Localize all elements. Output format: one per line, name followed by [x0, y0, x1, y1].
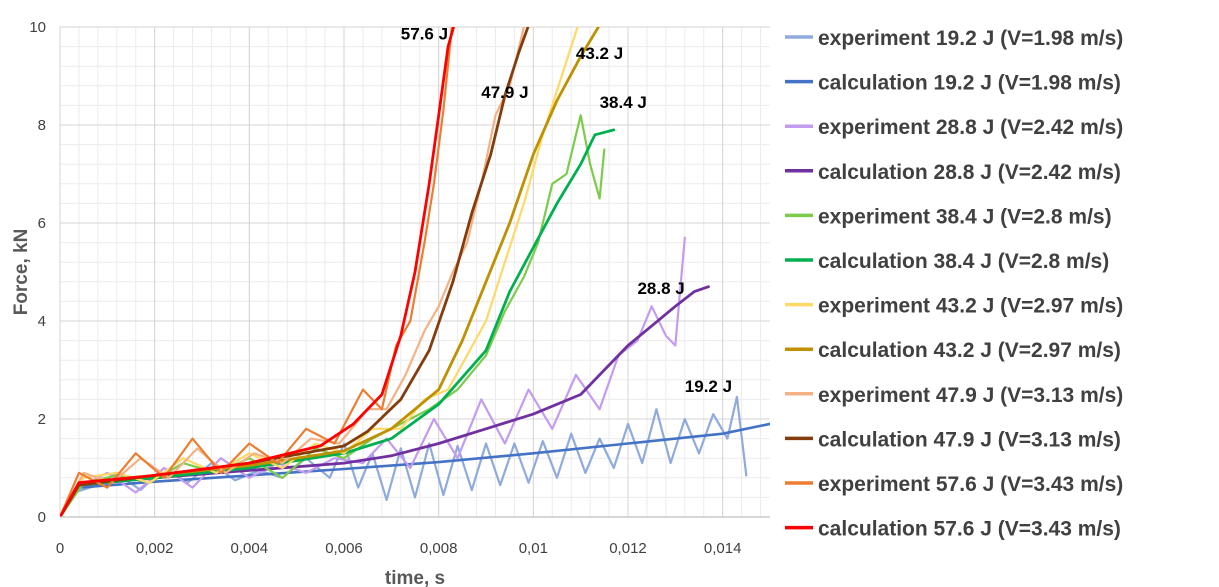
- legend-item: calculation 43.2 J (V=2.97 m/s): [785, 339, 1121, 362]
- energy-annotation: 47.9 J: [481, 83, 528, 102]
- energy-annotation: 19.2 J: [685, 377, 732, 396]
- legend-label: calculation 43.2 J (V=2.97 m/s): [818, 339, 1121, 362]
- y-tick-label: 2: [38, 411, 46, 428]
- legend-item: calculation 47.9 J (V=3.13 m/s): [785, 428, 1121, 451]
- series-line-3: [60, 236, 686, 517]
- x-tick-label: 0,006: [325, 540, 363, 557]
- y-tick-label: 8: [38, 117, 46, 134]
- y-axis-ticks: 0 2 4 6 8 10: [29, 19, 46, 526]
- x-tick-label: 0: [56, 540, 64, 557]
- x-tick-label: 0,014: [704, 540, 742, 557]
- legend-label: calculation 47.9 J (V=3.13 m/s): [818, 428, 1121, 451]
- legend-label: calculation 28.8 J (V=2.42 m/s): [818, 161, 1121, 184]
- legend-item: experiment 57.6 J (V=3.43 m/s): [785, 473, 1123, 496]
- series-line-12: [60, 27, 455, 517]
- energy-annotation: 28.8 J: [637, 279, 684, 298]
- legend-label: experiment 19.2 J (V=1.98 m/s): [818, 27, 1123, 50]
- series-line-2: [60, 422, 770, 517]
- x-tick-label: 0,01: [519, 540, 548, 557]
- series-line-5: [60, 114, 606, 517]
- x-axis-title: time, s: [385, 568, 445, 587]
- series-line-11: [60, 27, 454, 517]
- legend-item: calculation 38.4 J (V=2.8 m/s): [785, 250, 1109, 273]
- legend-label: experiment 57.6 J (V=3.43 m/s): [818, 473, 1123, 496]
- series-line-1: [60, 395, 748, 517]
- legend-label: calculation 19.2 J (V=1.98 m/s): [818, 72, 1121, 95]
- y-tick-label: 0: [38, 509, 46, 526]
- legend-label: calculation 57.6 J (V=3.43 m/s): [818, 518, 1121, 541]
- legend-label: experiment 43.2 J (V=2.97 m/s): [818, 295, 1123, 318]
- legend-item: calculation 57.6 J (V=3.43 m/s): [785, 518, 1121, 541]
- series-layer: [60, 27, 770, 517]
- x-axis-ticks: 0 0,002 0,004 0,006 0,008 0,01 0,012 0,014: [56, 540, 742, 557]
- legend-item: calculation 19.2 J (V=1.98 m/s): [785, 72, 1121, 95]
- x-tick-label: 0,008: [420, 540, 458, 557]
- energy-annotation: 43.2 J: [576, 44, 623, 63]
- y-tick-label: 4: [38, 313, 46, 330]
- annotations: 57.6 J 47.9 J 43.2 J 38.4 J 28.8 J 19.2 J: [401, 24, 732, 396]
- energy-annotation: 57.6 J: [401, 24, 448, 43]
- x-tick-label: 0,004: [231, 540, 269, 557]
- legend-item: experiment 38.4 J (V=2.8 m/s): [785, 205, 1112, 228]
- legend-label: experiment 47.9 J (V=3.13 m/s): [818, 384, 1123, 407]
- legend-label: calculation 38.4 J (V=2.8 m/s): [818, 250, 1109, 273]
- legend-item: calculation 28.8 J (V=2.42 m/s): [785, 161, 1121, 184]
- legend-item: experiment 47.9 J (V=3.13 m/s): [785, 384, 1123, 407]
- legend-label: experiment 28.8 J (V=2.42 m/s): [818, 116, 1123, 139]
- legend-item: experiment 28.8 J (V=2.42 m/s): [785, 116, 1123, 139]
- energy-annotation: 38.4 J: [600, 93, 647, 112]
- legend: experiment 19.2 J (V=1.98 m/s) calculatio…: [785, 27, 1123, 541]
- y-tick-label: 6: [38, 215, 46, 232]
- legend-item: experiment 43.2 J (V=2.97 m/s): [785, 295, 1123, 318]
- legend-label: experiment 38.4 J (V=2.8 m/s): [818, 205, 1112, 228]
- x-tick-label: 0,012: [609, 540, 647, 557]
- y-axis-title: Force, kN: [11, 229, 32, 316]
- legend-item: experiment 19.2 J (V=1.98 m/s): [785, 27, 1123, 50]
- x-tick-label: 0,002: [136, 540, 174, 557]
- y-tick-label: 10: [29, 19, 46, 36]
